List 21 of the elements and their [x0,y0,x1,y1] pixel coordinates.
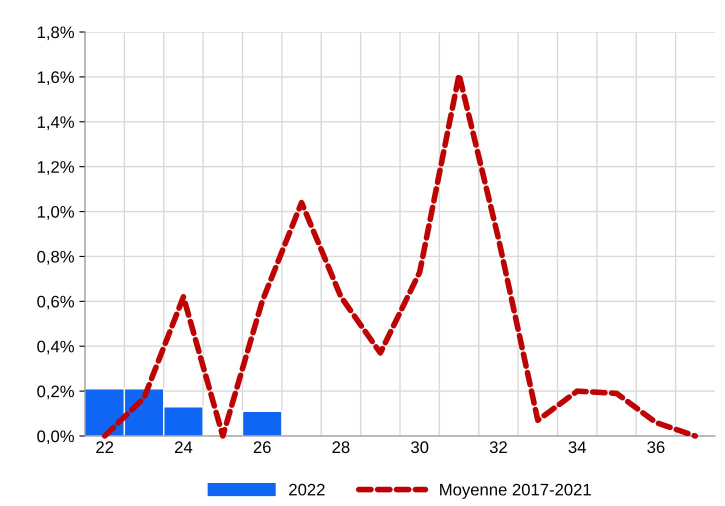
legend-label: 2022 [289,484,325,496]
bar [242,410,283,436]
x-tick-label: 22 [96,441,114,453]
x-tick-label: 28 [332,441,350,454]
x-tick-label: 24 [175,441,192,453]
y-tick-label: 0,0% [37,430,74,444]
x-tick-label: 32 [490,441,507,454]
y-tick-label: 0,8% [37,250,74,265]
y-tick-label: 0,4% [37,340,74,354]
y-tick-label: 0,2% [37,386,74,400]
x-tick-label: 30 [411,441,428,454]
y-tick-label: 1,8% [38,26,74,40]
y-tick-label: 1,2% [38,161,74,175]
x-tick-label: 26 [254,441,271,454]
y-tick-label: 1,4% [38,116,74,130]
x-tick-label: 34 [568,441,586,454]
y-tick-label: 1,0% [38,206,74,220]
x-tick-label: 36 [647,441,664,454]
y-tick-label: 0,6% [37,296,74,310]
legend-label: Moyenne 2017-2021 [440,484,591,499]
y-tick-label: 1,6% [38,71,74,86]
